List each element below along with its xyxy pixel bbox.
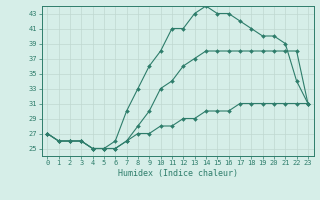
X-axis label: Humidex (Indice chaleur): Humidex (Indice chaleur): [118, 169, 237, 178]
